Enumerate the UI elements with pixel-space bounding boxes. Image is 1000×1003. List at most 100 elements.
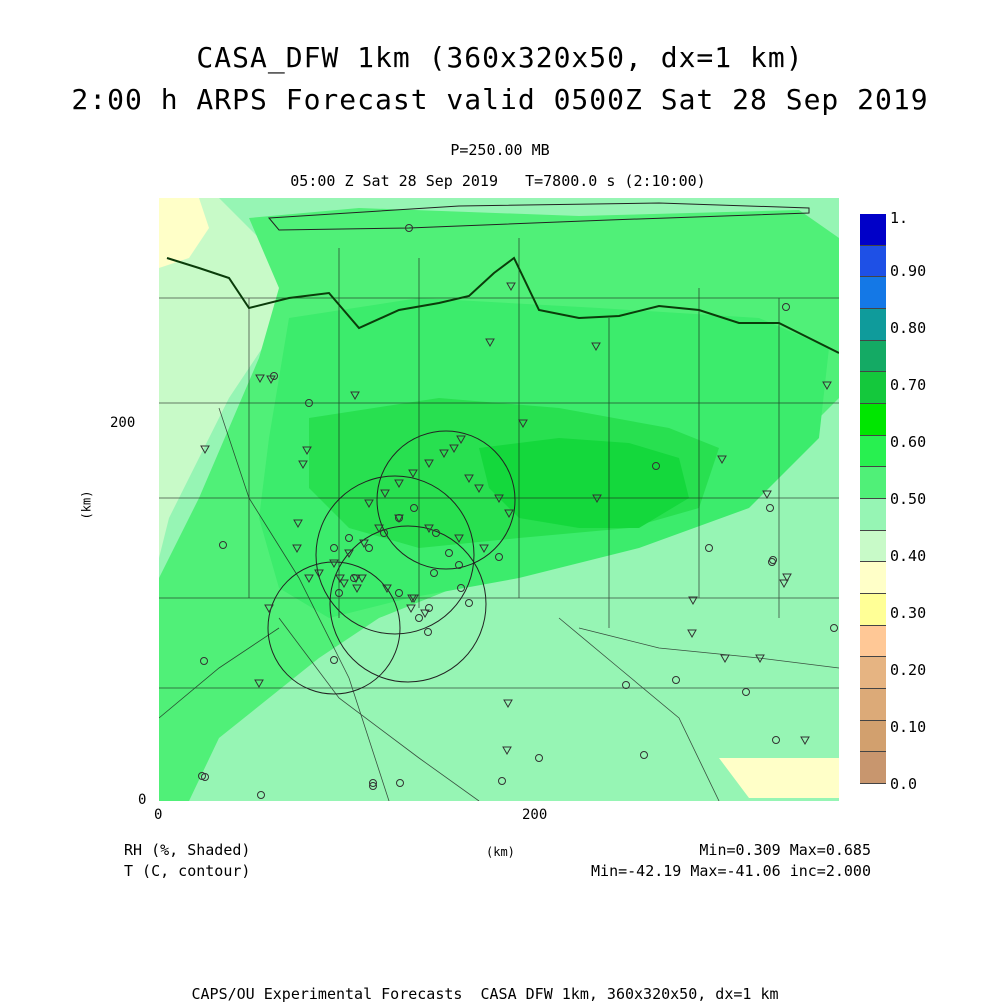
triangle-station-icon (406, 604, 416, 614)
legend-swatch (860, 340, 886, 373)
legend-swatch (860, 277, 886, 309)
triangle-station-icon (591, 342, 601, 352)
legend-swatch (860, 594, 886, 626)
circle-station-icon (395, 514, 403, 522)
circle-station-icon (768, 558, 776, 566)
circle-station-icon (369, 782, 377, 790)
circle-station-icon (705, 544, 713, 552)
station-markers (198, 224, 838, 799)
legend-swatch (860, 404, 886, 436)
circle-station-icon (430, 569, 438, 577)
triangle-station-icon (456, 435, 466, 445)
circle-station-icon (201, 773, 209, 781)
circle-station-icon (535, 754, 543, 762)
triangle-station-icon (374, 524, 384, 534)
circle-station-icon (425, 604, 433, 612)
valid-time: 05:00 Z Sat 28 Sep 2019 T=7800.0 s (2:10… (290, 172, 706, 190)
state-border (166, 256, 839, 354)
triangle-station-icon (800, 736, 810, 746)
legend-label-1: 1. (890, 209, 909, 227)
triangle-station-icon (504, 509, 514, 519)
x-tick-200: 200 (522, 807, 548, 823)
triangle-station-icon (264, 604, 274, 614)
triangle-station-icon (822, 381, 832, 391)
triangle-station-icon (762, 490, 772, 500)
circle-station-icon (652, 462, 660, 470)
triangle-station-icon (502, 746, 512, 756)
triangle-station-icon (380, 489, 390, 499)
legend-swatch (860, 625, 886, 658)
rh-min-max: Min=0.309 Max=0.685 (699, 841, 871, 859)
triangle-station-icon (298, 460, 308, 470)
triangle-station-icon (720, 654, 730, 664)
triangle-station-icon (314, 569, 324, 579)
y-tick-200: 200 (110, 415, 136, 431)
legend-swatch (860, 467, 886, 499)
triangle-station-icon (479, 544, 489, 554)
legend-swatch (860, 657, 886, 689)
triangle-station-icon (339, 579, 349, 589)
circle-station-icon (380, 529, 388, 537)
legend-label-00: 0.0 (890, 775, 918, 793)
circle-station-icon (782, 303, 790, 311)
triangle-station-icon (352, 584, 362, 594)
temperature-contours (267, 202, 810, 231)
title-line-2: 2:00 h ARPS Forecast valid 0500Z Sat 28 … (71, 83, 929, 116)
legend-swatch (860, 720, 886, 753)
circle-station-icon (415, 614, 423, 622)
triangle-station-icon (409, 594, 419, 604)
circle-station-icon (445, 549, 453, 557)
triangle-station-icon (408, 469, 418, 479)
legend-label-030: 0.30 (890, 604, 927, 622)
circle-station-icon (305, 399, 313, 407)
legend-swatch (860, 752, 886, 784)
circle-station-icon (772, 736, 780, 744)
triangle-station-icon (394, 479, 404, 489)
triangle-station-icon (782, 573, 792, 583)
circle-station-icon (335, 589, 343, 597)
title-line-1: CASA_DFW 1km (360x320x50, dx=1 km) (196, 41, 804, 74)
circle-station-icon (640, 751, 648, 759)
legend-swatch (860, 309, 886, 341)
x-axis-label: (km) (486, 845, 515, 859)
triangle-station-icon (357, 574, 367, 584)
rh-shading (159, 198, 839, 801)
x-tick-0: 0 (154, 807, 163, 823)
triangle-station-icon (687, 629, 697, 639)
circle-station-icon (457, 584, 465, 592)
triangle-station-icon (755, 654, 765, 664)
county-boundaries (159, 238, 839, 801)
circle-station-icon (330, 656, 338, 664)
legend-swatch (860, 689, 886, 721)
legend-label-060: 0.60 (890, 433, 927, 451)
legend-label-020: 0.20 (890, 661, 927, 679)
circle-station-icon (465, 599, 473, 607)
circle-station-icon (672, 676, 680, 684)
triangle-station-icon (302, 446, 312, 456)
triangle-station-icon (518, 419, 528, 429)
circle-station-icon (345, 534, 353, 542)
legend-swatch (860, 435, 886, 468)
field-rh-label: RH (%, Shaded) (124, 841, 251, 859)
triangle-station-icon (503, 699, 513, 709)
legend-label-040: 0.40 (890, 547, 927, 565)
t-min-max: Min=-42.19 Max=-41.06 inc=2.000 (591, 862, 871, 880)
triangle-station-icon (506, 282, 516, 292)
triangle-station-icon (292, 544, 302, 554)
circle-station-icon (498, 777, 506, 785)
circle-station-icon (350, 574, 358, 582)
field-t-label: T (C, contour) (124, 862, 251, 880)
triangle-station-icon (688, 596, 698, 606)
triangle-station-icon (779, 579, 789, 589)
triangle-station-icon (329, 559, 339, 569)
circle-station-icon (257, 791, 265, 799)
credit-line: CAPS/OU Experimental Forecasts CASA DFW … (191, 985, 779, 1003)
legend-label-080: 0.80 (890, 319, 927, 337)
triangle-station-icon (464, 474, 474, 484)
triangle-station-icon (454, 534, 464, 544)
legend-label-070: 0.70 (890, 376, 927, 394)
legend-label-050: 0.50 (890, 490, 927, 508)
triangle-station-icon (293, 519, 303, 529)
circle-station-icon (424, 628, 432, 636)
legend-label-090: 0.90 (890, 262, 927, 280)
